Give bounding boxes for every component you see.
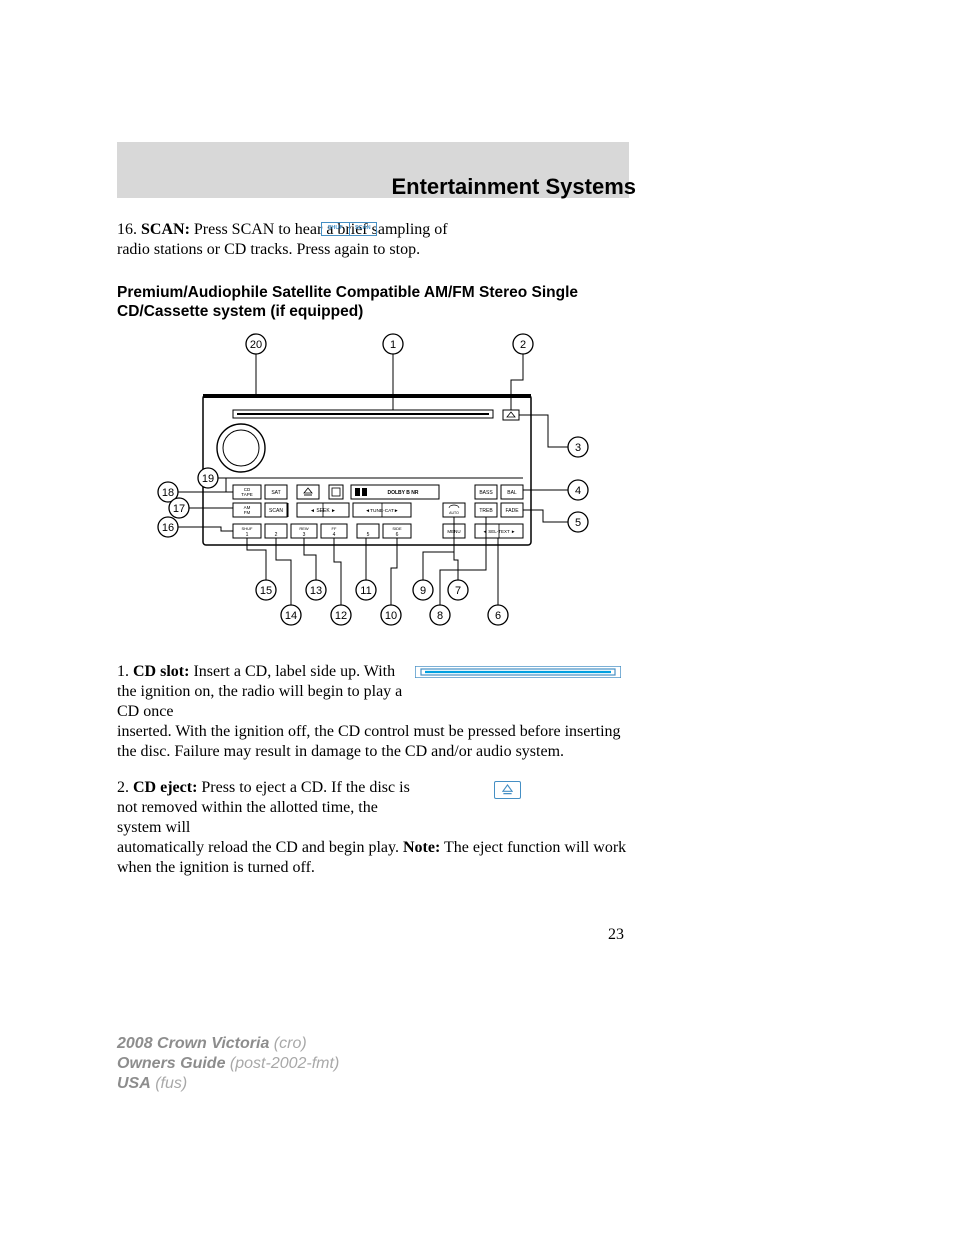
svg-text:1: 1 [246, 532, 249, 538]
svg-text:SAT: SAT [271, 490, 280, 496]
svg-text:TAPE: TAPE [241, 492, 252, 497]
svg-text:3: 3 [303, 532, 306, 538]
page-title: Entertainment Systems [391, 174, 636, 200]
svg-text:FF: FF [332, 526, 337, 531]
footer-code: (cro) [269, 1035, 306, 1052]
svg-text:16: 16 [162, 522, 174, 534]
svg-text:◄ SEEK ►: ◄ SEEK ► [310, 508, 336, 514]
svg-text:10: 10 [385, 610, 397, 622]
svg-text:6: 6 [495, 610, 501, 622]
svg-text:SHUF: SHUF [242, 526, 253, 531]
svg-text:18: 18 [162, 487, 174, 499]
item-num: 16. [117, 221, 137, 238]
footer: 2008 Crown Victoria (cro) Owners Guide (… [117, 1034, 339, 1094]
item-bold: SCAN: [141, 221, 190, 238]
item-text-b: inserted. With the ignition off, the CD … [117, 723, 621, 760]
scan-label: SCAN [350, 223, 377, 235]
shuf-label: SHUF [322, 223, 350, 235]
content: 16. SCAN: Press SCAN to hear a brief sam… [117, 218, 629, 878]
svg-text:4: 4 [333, 532, 336, 538]
radio-diagram: CDTAPESATDOLBY B NRBASSBALAMFMSCAN◄ SEEK… [133, 330, 613, 640]
item-2: 2. CD eject: Press to eject a CD. If the… [117, 778, 629, 878]
svg-text:BASS: BASS [479, 490, 493, 496]
svg-text:17: 17 [173, 503, 185, 515]
svg-text:6: 6 [396, 532, 399, 538]
svg-text:BAL: BAL [507, 490, 517, 496]
svg-text:SCAN: SCAN [269, 508, 283, 514]
svg-text:2: 2 [520, 339, 526, 351]
svg-text:7: 7 [455, 585, 461, 597]
svg-text:15: 15 [260, 585, 272, 597]
eject-button-graphic [494, 781, 521, 799]
cd-slot-graphic [415, 666, 621, 678]
footer-guide: Owners Guide [117, 1055, 225, 1072]
svg-text:9: 9 [420, 585, 426, 597]
svg-text:FADE: FADE [505, 508, 519, 514]
svg-text:13: 13 [310, 585, 322, 597]
item-1: 1. CD slot: Insert a CD, label side up. … [117, 662, 629, 762]
svg-text:1: 1 [390, 339, 396, 351]
svg-text:20: 20 [250, 339, 262, 351]
svg-text:SIDE: SIDE [392, 526, 402, 531]
item-16: 16. SCAN: Press SCAN to hear a brief sam… [117, 220, 477, 260]
svg-text:◄ SEL-TEXT ►: ◄ SEL-TEXT ► [483, 529, 516, 534]
svg-text:3: 3 [575, 442, 581, 454]
svg-text:14: 14 [285, 610, 297, 622]
svg-text:AUTO: AUTO [449, 511, 459, 515]
footer-vehicle: 2008 Crown Victoria [117, 1035, 269, 1052]
footer-fmt: (post-2002-fmt) [225, 1055, 339, 1072]
svg-text:19: 19 [202, 473, 214, 485]
item-bold: CD slot: [133, 663, 189, 680]
eject-icon [502, 784, 513, 795]
shuf-scan-buttons: SHUF SCAN [321, 222, 377, 236]
footer-region-code: (fus) [151, 1075, 187, 1092]
svg-text:4: 4 [575, 485, 581, 497]
section-title: Premium/Audiophile Satellite Compatible … [117, 283, 629, 322]
footer-region: USA [117, 1075, 151, 1092]
svg-text:11: 11 [360, 585, 371, 597]
svg-text:REW: REW [299, 526, 309, 531]
item-num: 1. [117, 663, 129, 680]
item-bold: CD eject: [133, 779, 197, 796]
note-bold: Note: [403, 839, 440, 856]
svg-text:8: 8 [437, 610, 443, 622]
svg-text:5: 5 [367, 532, 370, 538]
svg-text:5: 5 [575, 517, 581, 529]
item-text-b: automatically reload the CD and begin pl… [117, 839, 403, 856]
svg-text:FM: FM [244, 510, 251, 515]
page-number: 23 [608, 926, 624, 944]
item-num: 2. [117, 779, 129, 796]
svg-text:◄TUNE-CAT►: ◄TUNE-CAT► [365, 508, 398, 514]
svg-text:12: 12 [335, 610, 347, 622]
svg-text:TREB: TREB [479, 508, 493, 514]
svg-text:DOLBY B NR: DOLBY B NR [387, 490, 418, 496]
svg-text:2: 2 [275, 532, 278, 538]
